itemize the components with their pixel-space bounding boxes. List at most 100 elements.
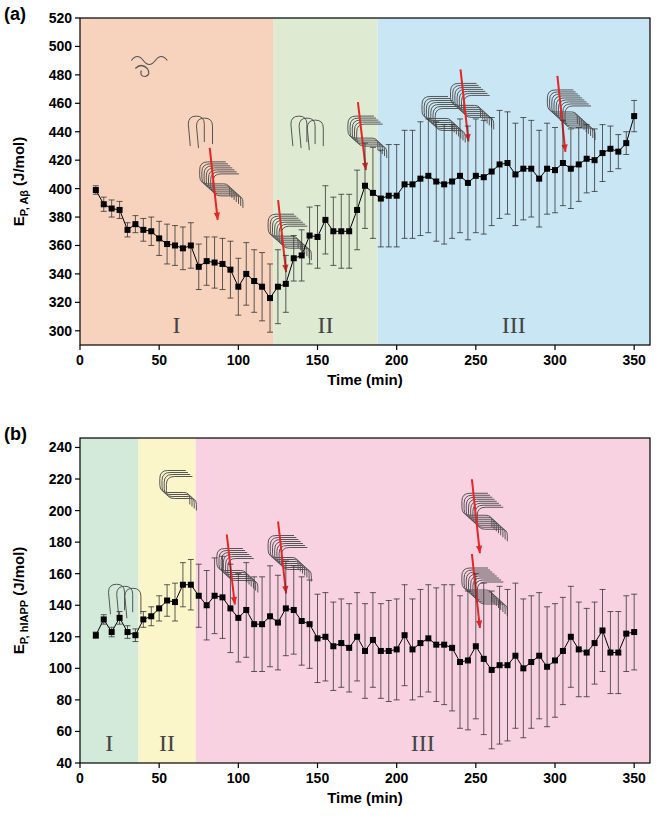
icon-fibril bbox=[125, 588, 141, 618]
error-bar bbox=[386, 601, 392, 702]
data-point bbox=[465, 180, 471, 186]
error-bar bbox=[315, 206, 321, 269]
error-bar bbox=[615, 135, 621, 169]
data-point bbox=[505, 662, 511, 668]
error-bar bbox=[117, 201, 123, 218]
error-bar bbox=[600, 125, 606, 182]
icon-arrow bbox=[278, 200, 286, 272]
error-bar bbox=[180, 227, 186, 270]
data-point bbox=[204, 602, 210, 608]
phase-region bbox=[273, 18, 378, 345]
icon-coil bbox=[131, 57, 167, 65]
error-bar bbox=[615, 612, 621, 694]
data-point bbox=[307, 233, 313, 239]
x-tick-label: 150 bbox=[306, 770, 330, 786]
data-point bbox=[386, 193, 392, 199]
data-point bbox=[267, 613, 273, 619]
x-tick-label: 200 bbox=[385, 352, 409, 368]
phase-label: I bbox=[105, 730, 113, 756]
error-bar bbox=[394, 145, 400, 247]
data-point bbox=[560, 648, 566, 654]
data-point bbox=[259, 621, 265, 627]
x-tick bbox=[238, 345, 239, 350]
phase-label: III bbox=[502, 312, 526, 338]
x-tick bbox=[634, 763, 635, 768]
error-bar bbox=[315, 594, 321, 682]
data-point bbox=[489, 667, 495, 673]
data-point bbox=[615, 650, 621, 656]
error-bar bbox=[592, 602, 598, 684]
y-tick bbox=[75, 447, 80, 448]
y-axis-title-subscript: P, hIAPP bbox=[18, 600, 30, 644]
data-point bbox=[109, 629, 115, 635]
icon-fibril bbox=[188, 116, 204, 146]
y-tick bbox=[75, 131, 80, 132]
error-bar bbox=[497, 110, 503, 218]
error-bar bbox=[243, 243, 249, 306]
data-point bbox=[275, 620, 281, 626]
y-tick-label: 440 bbox=[49, 124, 73, 140]
data-point bbox=[291, 255, 297, 261]
phase-region bbox=[139, 438, 196, 763]
series-line bbox=[96, 116, 634, 298]
y-tick-label: 140 bbox=[49, 597, 73, 613]
error-bar bbox=[299, 577, 305, 665]
y-tick-label: 300 bbox=[49, 323, 73, 339]
data-point bbox=[584, 156, 590, 162]
error-bar bbox=[465, 126, 471, 240]
plot-area bbox=[80, 438, 650, 763]
icon-fibril bbox=[464, 95, 494, 129]
x-tick bbox=[317, 763, 318, 768]
y-tick bbox=[75, 605, 80, 606]
y-tick-label: 400 bbox=[49, 181, 73, 197]
error-bar bbox=[322, 186, 328, 254]
data-point bbox=[370, 190, 376, 196]
data-point bbox=[251, 621, 257, 627]
error-bar bbox=[417, 122, 423, 236]
icon-arrow-head bbox=[562, 144, 568, 152]
error-bar bbox=[188, 559, 194, 609]
y-axis-title-subscript: P, Aβ bbox=[18, 190, 30, 217]
error-bar bbox=[528, 120, 534, 217]
data-point bbox=[330, 643, 336, 649]
icon-arrow bbox=[472, 479, 480, 553]
error-bar bbox=[243, 563, 249, 658]
y-tick-label: 160 bbox=[49, 566, 73, 582]
y-tick-label: 460 bbox=[49, 95, 73, 111]
error-bar bbox=[330, 197, 336, 265]
data-point bbox=[441, 181, 447, 187]
data-point bbox=[93, 187, 99, 193]
figure: IIIIII0501001502002503003503003203403603… bbox=[0, 0, 660, 823]
error-bar bbox=[283, 255, 289, 312]
icon-fibril bbox=[166, 477, 196, 511]
y-tick bbox=[75, 74, 80, 75]
data-point bbox=[283, 281, 289, 287]
data-point bbox=[623, 140, 629, 146]
error-bar bbox=[148, 607, 154, 626]
error-bar bbox=[275, 575, 281, 670]
error-bar bbox=[291, 566, 297, 654]
data-point bbox=[156, 235, 162, 241]
icons bbox=[109, 471, 508, 629]
phase-label: III bbox=[411, 730, 435, 756]
data-point bbox=[259, 284, 265, 290]
data-point bbox=[465, 657, 471, 663]
x-tick bbox=[159, 345, 160, 350]
data-point bbox=[220, 594, 226, 600]
data-point bbox=[93, 632, 99, 638]
icons bbox=[131, 57, 595, 273]
data-point bbox=[512, 171, 518, 177]
y-tick bbox=[75, 188, 80, 189]
data-point bbox=[417, 176, 423, 182]
error-bar bbox=[362, 604, 368, 699]
data-point bbox=[394, 646, 400, 652]
error-bar bbox=[536, 593, 542, 719]
y-tick bbox=[75, 478, 80, 479]
data-point bbox=[370, 637, 376, 643]
phase-region bbox=[80, 18, 273, 345]
error-bar bbox=[568, 129, 574, 209]
y-tick-label: 180 bbox=[49, 534, 73, 550]
error-bar bbox=[449, 125, 455, 239]
data-point bbox=[433, 642, 439, 648]
data-point bbox=[275, 284, 281, 290]
